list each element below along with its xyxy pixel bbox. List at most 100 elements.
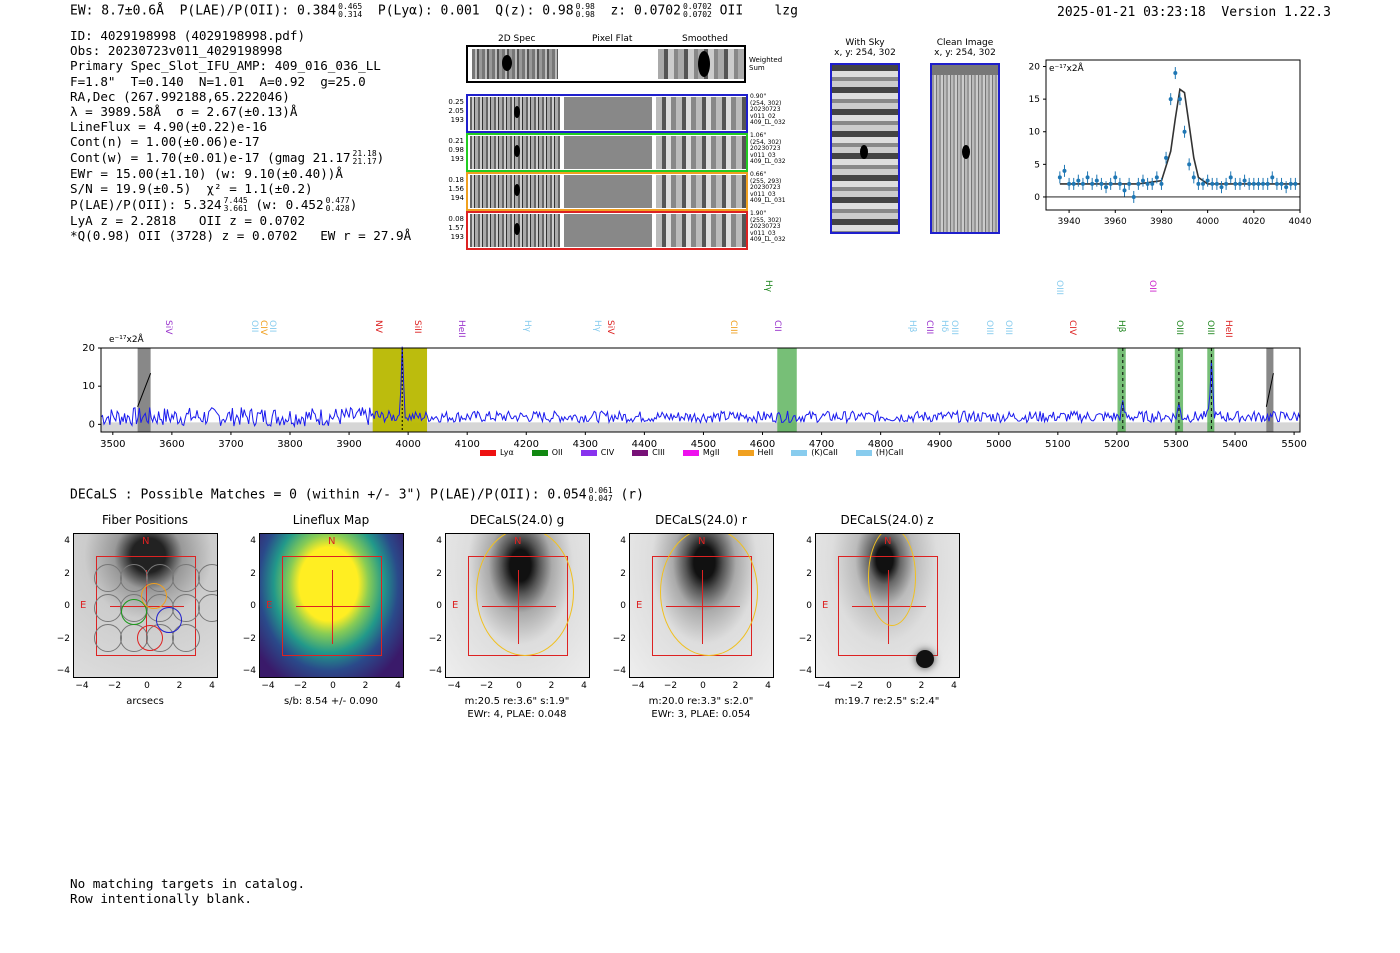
spectrum-highlight xyxy=(1207,348,1215,432)
zoom-point xyxy=(1094,178,1099,183)
decals-ytick-label: 4 xyxy=(620,536,626,546)
zoom-point xyxy=(1131,194,1136,199)
decals-ytick-label: −2 xyxy=(798,633,812,644)
fiber-circle-highlight xyxy=(141,583,167,609)
cutout-smooth xyxy=(656,97,746,130)
east-label: E xyxy=(822,600,829,611)
cutout-desc-line: 1.06" xyxy=(750,132,767,139)
decals-xtick-label: 2 xyxy=(548,681,555,691)
with-sky-title-1: With Sky xyxy=(845,38,885,48)
col-pixel-flat: Pixel Flat xyxy=(592,34,633,44)
decals-heading-text: DECaLS : Possible Matches = 0 (within +/… xyxy=(70,487,587,503)
header-z-line: OII xyxy=(719,3,744,19)
emission-line-label: OIII xyxy=(984,320,995,336)
spectrum-highlight xyxy=(372,348,428,432)
fiber-circle xyxy=(198,594,217,622)
decals-heading: DECaLS : Possible Matches = 0 (within +/… xyxy=(70,487,644,503)
fiber-circle xyxy=(94,594,122,622)
zoom-point xyxy=(1256,181,1261,186)
cutout-row xyxy=(466,172,748,211)
zoom-xtick-label: 4000 xyxy=(1196,217,1219,227)
decals-caption-2: EWr: 3, PLAE: 0.054 xyxy=(651,709,751,720)
decals-ytick-label: −2 xyxy=(56,633,70,644)
decals-xtick-label: 4 xyxy=(395,681,401,691)
emission-line-label: Hγ xyxy=(763,280,774,293)
spectrum-xtick-label: 3600 xyxy=(159,439,184,450)
cutout-smooth xyxy=(656,214,746,247)
zoom-point xyxy=(1154,175,1159,180)
spectrum-xtick-label: 5300 xyxy=(1163,439,1188,450)
info-contn: Cont(n) = 1.00(±0.06)e-17 xyxy=(70,134,260,150)
spectrum-xtick-label: 5100 xyxy=(1045,439,1070,450)
zoom-xtick-label: 4040 xyxy=(1289,217,1312,227)
weighted-sum-row xyxy=(466,45,746,83)
cutout-row xyxy=(466,133,748,172)
north-label: N xyxy=(142,536,150,547)
header-z-lo: 0.0702 xyxy=(682,10,712,19)
header-right: 2025-01-21 03:23:18 Version 1.22.3 xyxy=(1057,5,1331,20)
source-ellipse xyxy=(868,534,916,626)
info-sn: S/N = 19.9(±0.5) χ² = 1.1(±0.2) xyxy=(70,181,313,197)
zoom-point xyxy=(1168,97,1173,102)
decals-xtick-label: −4 xyxy=(447,681,461,691)
emission-line-label: OII xyxy=(1147,280,1158,293)
zoom-point xyxy=(1117,181,1122,186)
legend-swatch xyxy=(580,449,597,456)
zoom-point xyxy=(1076,178,1081,183)
decals-ytick-label: 0 xyxy=(620,601,626,611)
cutout-row-stats: 0.21 0.98 193 xyxy=(446,137,464,164)
clean-image xyxy=(930,63,1000,234)
emission-line-label: OIII xyxy=(1053,280,1064,296)
zoom-xtick-label: 3940 xyxy=(1058,217,1081,227)
aperture-box xyxy=(282,556,382,656)
emission-line-label: SiV xyxy=(604,320,615,335)
decals-ytick-label: 0 xyxy=(64,601,70,611)
decals-ytick-label: −4 xyxy=(428,666,442,676)
info-obs: Obs: 20230723v011_4029198998 xyxy=(70,43,283,59)
cutout-desc-line: v011_03 xyxy=(750,229,776,237)
decals-xtick-label: 0 xyxy=(144,681,150,691)
header-plae-label: P(LAE)/P(OII): xyxy=(179,3,290,19)
clean-image-top-band xyxy=(932,65,998,75)
header-plya: P(Lyα): 0.001 xyxy=(377,3,480,19)
info-plae-hi: 7.445 xyxy=(223,196,248,206)
fiber-circle xyxy=(172,624,200,652)
spectrum-legend: Lyα OII CIV CIII MgII HeII (K)CaII (H)CaII xyxy=(480,448,903,457)
cutout-stat: 1.56 xyxy=(448,185,464,193)
zoom-point xyxy=(1251,181,1256,186)
spectrum-frame xyxy=(100,347,1301,433)
spectrum-xtick-label: 5500 xyxy=(1281,439,1306,450)
cutout-row xyxy=(466,211,748,250)
spectrum-xtick-label: 5000 xyxy=(986,439,1011,450)
zoom-point xyxy=(1136,181,1141,186)
spectrum-mask-hatch xyxy=(1265,373,1274,407)
zoom-point xyxy=(1113,175,1118,180)
cutout-stat: 1.57 xyxy=(448,224,464,232)
spectrum-xtick-label: 4900 xyxy=(927,439,952,450)
weighted-sum-label: Weighted Sum xyxy=(749,56,783,72)
spectrum-xtick-label: 3800 xyxy=(277,439,302,450)
zoom-ytick-label: 5 xyxy=(1034,160,1040,170)
zoom-point xyxy=(1099,181,1104,186)
east-label: E xyxy=(80,600,87,611)
legend-item: HeII xyxy=(737,448,773,457)
zoom-xtick-label: 4020 xyxy=(1242,217,1265,227)
decals-ytick-label: −4 xyxy=(798,666,812,676)
header-plae-lo: 0.314 xyxy=(338,10,363,19)
legend-item: (K)CaII xyxy=(791,448,838,457)
zoom-point xyxy=(1159,181,1164,186)
emission-line-label: CIII xyxy=(923,320,934,335)
zoom-point xyxy=(1233,181,1238,186)
with-sky-title: With Sky x, y: 254, 302 xyxy=(830,38,900,58)
zoom-fit-line xyxy=(1059,87,1300,185)
cutout-row-stats: 0.18 1.56 194 xyxy=(446,176,464,203)
decals-xtick-label: −4 xyxy=(261,681,275,691)
header-z: z: 0.0702 xyxy=(610,3,681,19)
footer-line-1: No matching targets in catalog. xyxy=(70,876,306,891)
emission-line-label: SiII xyxy=(412,320,423,334)
spectrum-xtick-label: 4700 xyxy=(809,439,834,450)
decals-heading-hi: 0.061 xyxy=(588,486,613,495)
decals-ytick-label: −4 xyxy=(242,666,256,676)
cutout-stat: 193 xyxy=(450,155,464,163)
cutout-stat: 194 xyxy=(450,194,464,202)
